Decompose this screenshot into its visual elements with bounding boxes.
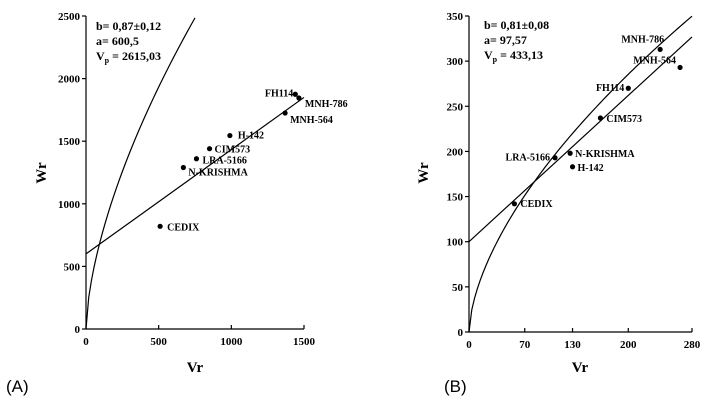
data-point [625, 85, 631, 91]
y-axis-title: Wr [416, 162, 432, 184]
data-point [292, 91, 298, 97]
y-tick-label: 0 [458, 327, 464, 339]
data-point [193, 156, 200, 162]
point-label: LRA-5166 [506, 153, 550, 164]
panel-label: (A) [6, 377, 29, 396]
y-tick-label: 50 [452, 282, 464, 294]
data-point [282, 110, 288, 116]
point-label: H-142 [238, 131, 264, 142]
y-tick-label: 300 [447, 56, 464, 68]
x-tick-label: 70 [519, 339, 531, 351]
regression-line [85, 96, 305, 255]
stat-line: b= 0,87±0,12 [96, 19, 161, 33]
point-label: FH114 [265, 88, 293, 99]
y-tick-label: 200 [447, 146, 464, 158]
point-label: FH114 [596, 83, 624, 94]
data-point [677, 64, 683, 71]
point-label: CEDIX [520, 199, 553, 210]
y-tick-label: 150 [447, 192, 464, 204]
point-label: CEDIX [167, 222, 200, 233]
data-point [567, 150, 573, 156]
point-label: N-KRISHMA [188, 167, 248, 178]
data-point [296, 95, 302, 101]
point-label: MNH-564 [290, 115, 333, 126]
panel-label: (B) [444, 377, 467, 396]
point-label: MNH-786 [305, 99, 348, 110]
limiting-curve [85, 17, 196, 330]
point-label: MNH-564 [633, 55, 676, 66]
data-point [511, 201, 517, 207]
y-axis-title: Wr [34, 162, 50, 184]
y-tick-label: 250 [447, 101, 464, 113]
point-label: N-KRISHMA [575, 149, 635, 160]
y-tick-label: 0 [75, 324, 81, 336]
regression-line [468, 36, 693, 243]
x-tick-label: 1000 [220, 336, 243, 348]
x-tick-label: 500 [150, 336, 167, 348]
x-tick-label: 280 [684, 339, 701, 351]
point-label: CIM573 [606, 114, 642, 125]
panel-a: 0 500 1000 1500 0 500 1000 1500 2000 2500 Vr Wr CEDI… [6, 11, 348, 396]
data-point [206, 146, 213, 152]
data-point [180, 164, 186, 171]
y-tick-label: 100 [447, 237, 464, 249]
stat-line: a= 600,5 [96, 34, 139, 48]
x-tick-label: 0 [466, 339, 472, 351]
y-tick-label: 1000 [58, 199, 81, 211]
stat-line: b= 0,81±0,08 [484, 18, 549, 32]
vp-value: Vp = 433,13 [484, 48, 543, 64]
x-tick-label: 130 [564, 339, 581, 351]
x-axis-title: Vr [187, 360, 204, 376]
x-axis-title: Vr [572, 360, 589, 376]
data-point [569, 164, 576, 170]
data-point [157, 223, 163, 229]
y-tick-label: 1500 [58, 136, 81, 148]
y-tick-label: 2000 [58, 74, 81, 86]
limiting-curve [468, 15, 693, 333]
vp-value: Vp = 2615,03 [96, 49, 161, 65]
x-tick-label: 0 [83, 336, 89, 348]
stat-line: a= 97,57 [484, 33, 527, 47]
point-label: MNH-786 [621, 34, 664, 45]
x-tick-label: 1500 [293, 336, 316, 348]
data-point [597, 115, 604, 121]
data-point [657, 46, 663, 53]
y-tick-label: 2500 [58, 11, 81, 23]
y-tick-label: 350 [447, 11, 464, 23]
data-point [227, 132, 233, 139]
point-label: H-142 [578, 163, 604, 174]
x-tick-label: 200 [620, 339, 637, 351]
point-label: LRA-5166 [202, 156, 246, 167]
y-tick-label: 500 [64, 261, 81, 273]
data-point [552, 155, 558, 161]
point-label: CIM573 [215, 145, 251, 156]
panel-b: 0 70 130 200 280 0 50 100 150 200 250 300 350 Vr Wr CED… [416, 11, 701, 396]
